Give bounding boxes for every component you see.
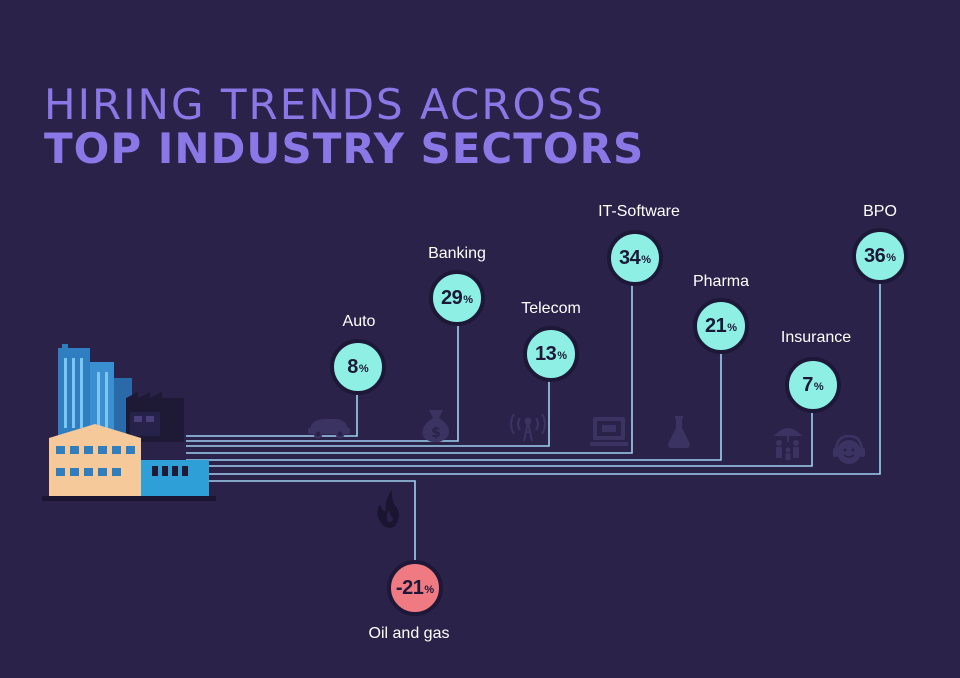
- value-banking: 29: [440, 286, 463, 309]
- connector-banking: [186, 322, 459, 442]
- flame-icon: [377, 490, 400, 528]
- value-oil-and-gas: -21: [395, 576, 424, 599]
- value-telecom: 13: [534, 342, 557, 365]
- value-bpo: 36: [863, 244, 886, 267]
- sector-label-oil-and-gas: Oil and gas: [368, 625, 450, 642]
- value-auto: 8: [347, 355, 358, 378]
- money-bag-icon: $: [422, 410, 449, 442]
- value-bubble-it-software: 34%: [607, 230, 663, 286]
- sector-label-banking: Banking: [428, 245, 486, 262]
- value-insurance: 7: [802, 373, 813, 396]
- sector-label-telecom: Telecom: [521, 300, 581, 317]
- computer-icon: [590, 417, 628, 446]
- factory-icon: [42, 344, 216, 501]
- unit-banking: %: [463, 294, 474, 306]
- sector-label-bpo: BPO: [863, 203, 897, 220]
- unit-oil-and-gas: %: [424, 584, 435, 596]
- connector-pharma: [186, 350, 722, 461]
- unit-insurance: %: [813, 381, 824, 393]
- sector-label-insurance: Insurance: [780, 329, 852, 346]
- connector-telecom: [186, 380, 550, 447]
- unit-auto: %: [358, 363, 369, 375]
- value-bubble-bpo: 36%: [852, 228, 908, 284]
- headset-icon: [833, 434, 865, 464]
- flask-icon: [668, 416, 690, 448]
- value-bubble-pharma: 21%: [693, 298, 749, 354]
- antenna-icon: [510, 413, 546, 442]
- connector-it-software: [186, 283, 633, 454]
- title-line-1: HIRING TRENDS ACROSS: [44, 80, 605, 129]
- title-line-2: TOP INDUSTRY SECTORS: [44, 124, 645, 173]
- connector-insurance: [186, 410, 813, 467]
- value-bubble-telecom: 13%: [523, 326, 579, 382]
- value-pharma: 21: [704, 314, 727, 337]
- unit-it-software: %: [641, 254, 652, 266]
- value-it-software: 34: [618, 246, 641, 269]
- value-bubble-oil-and-gas: -21%: [387, 560, 443, 616]
- unit-pharma: %: [727, 322, 738, 334]
- value-bubble-auto: 8%: [330, 339, 386, 395]
- svg-text:$: $: [431, 425, 441, 441]
- car-icon: [308, 419, 350, 439]
- family-umbrella-icon: [774, 428, 802, 460]
- sector-label-pharma: Pharma: [692, 273, 750, 290]
- unit-telecom: %: [557, 350, 568, 362]
- connector-oil-and-gas: [186, 480, 416, 563]
- value-bubble-insurance: 7%: [785, 357, 841, 413]
- value-bubble-banking: 29%: [429, 270, 485, 326]
- unit-bpo: %: [886, 252, 897, 264]
- connector-lines: [186, 280, 881, 563]
- sector-label-auto: Auto: [342, 313, 376, 330]
- connector-bpo: [186, 280, 881, 475]
- sector-label-it-software: IT-Software: [598, 203, 680, 220]
- connector-auto: [186, 393, 358, 437]
